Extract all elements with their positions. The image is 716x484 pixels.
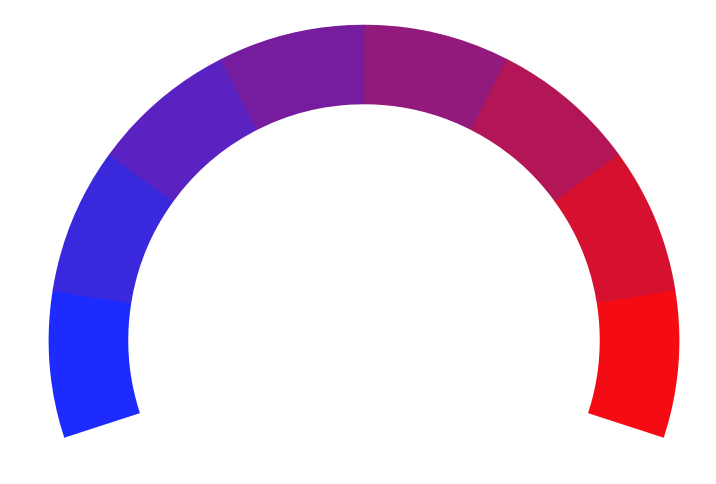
gauge-segment-8 xyxy=(588,290,680,438)
gauge-segment-1 xyxy=(48,290,140,438)
